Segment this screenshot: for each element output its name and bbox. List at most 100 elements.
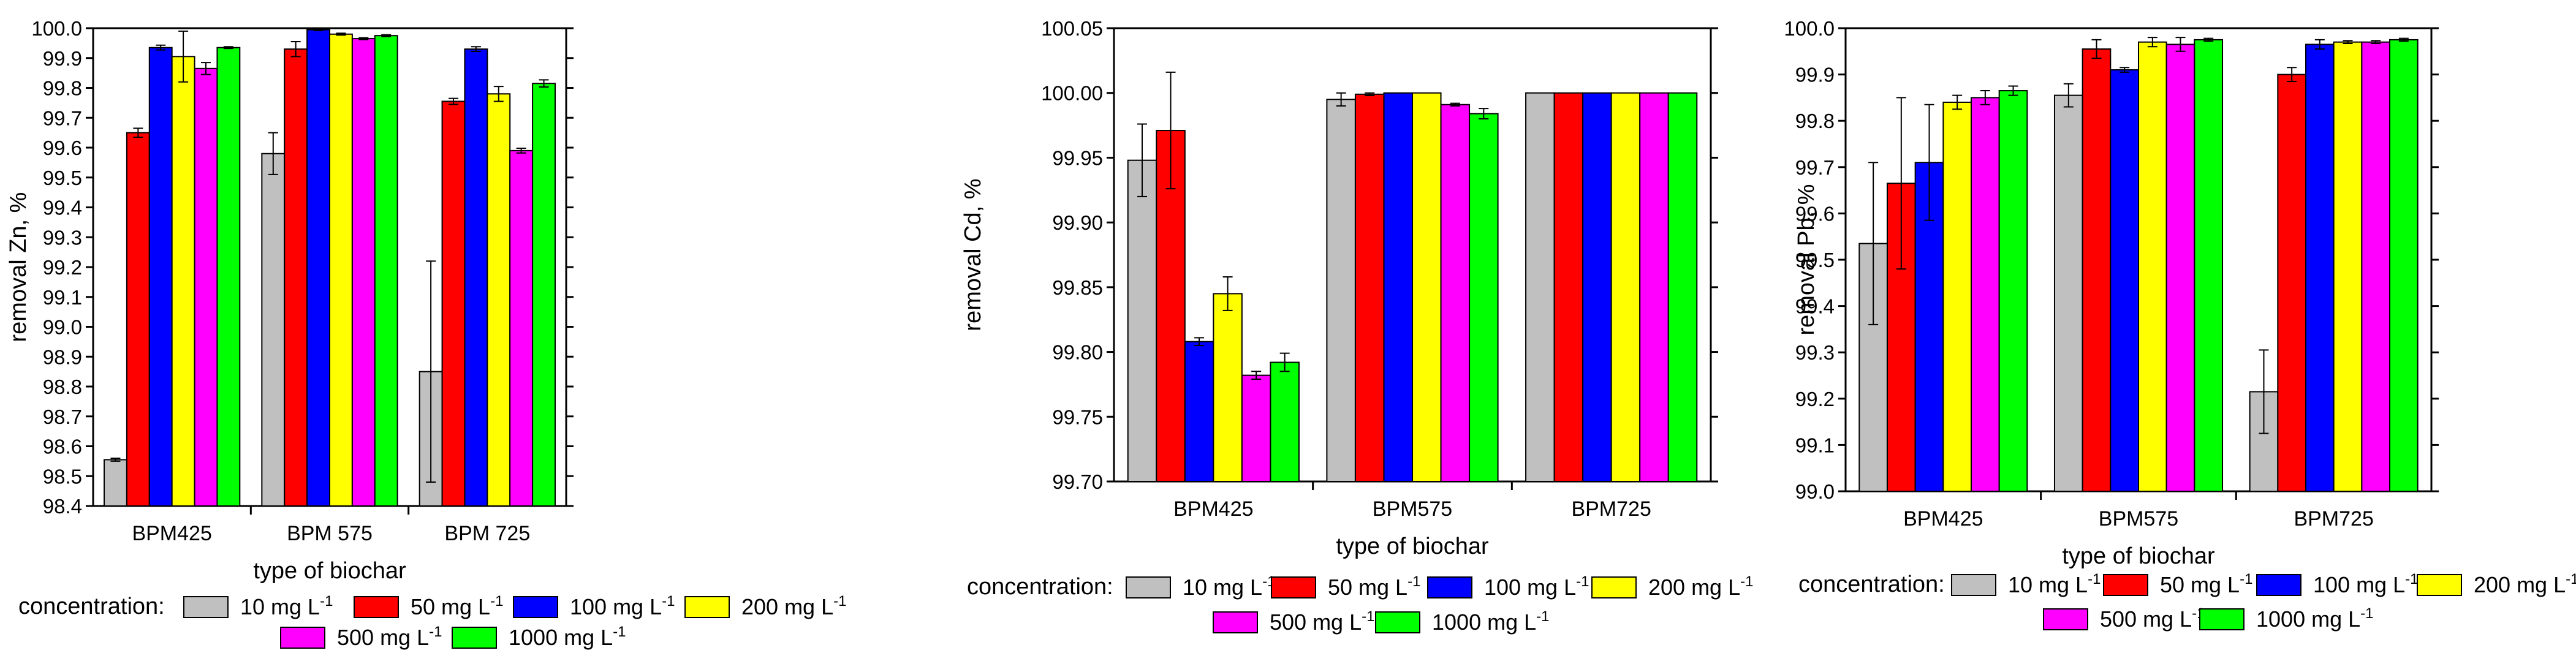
bar: [1525, 92, 1555, 482]
legend-label: 100 mg L-1: [1484, 573, 1589, 600]
legend-swatch: [280, 627, 325, 649]
y-tick-label: 99.3: [1795, 341, 1835, 364]
y-tick-label: 98.9: [43, 345, 82, 368]
y-tick-label: 98.4: [43, 495, 82, 518]
bar: [216, 47, 241, 507]
legend-swatch: [2043, 608, 2088, 630]
bar: [532, 83, 556, 507]
legend-swatch: [2417, 574, 2462, 596]
legend-swatch: [1427, 576, 1472, 598]
bar: [1667, 92, 1698, 482]
legend-label-text: 200 mg L: [741, 594, 833, 619]
bar: [1440, 104, 1471, 482]
legend-label-text: 10 mg L: [240, 594, 320, 619]
bar: [509, 149, 534, 507]
y-tick-label: 99.1: [1795, 434, 1835, 456]
legend-label-superscript: -1: [833, 593, 846, 610]
bar: [2053, 94, 2083, 492]
bar: [2138, 41, 2167, 493]
bar: [1184, 341, 1214, 483]
y-tick-label: 99.90: [1052, 211, 1103, 234]
bar: [1998, 90, 2028, 492]
bar: [126, 132, 150, 507]
legend-label-superscript: -1: [2240, 571, 2252, 587]
legend-label-superscript: -1: [320, 593, 333, 610]
bar: [329, 33, 353, 507]
bar: [351, 38, 376, 507]
bar: [1241, 374, 1271, 483]
bar: [284, 48, 308, 507]
legend-label: 1000 mg L-1: [2256, 605, 2373, 632]
x-tick-label: BPM425: [1903, 507, 1983, 530]
x-tick-label: BPM575: [2099, 507, 2178, 530]
bar: [2110, 69, 2140, 493]
legend-label-superscript: -1: [2566, 571, 2576, 587]
legend-label: 50 mg L-1: [411, 593, 503, 619]
y-tick-label: 99.70: [1052, 470, 1103, 493]
y-tick-label: 99.6: [1795, 202, 1835, 225]
legend-swatch: [1375, 611, 1420, 633]
x-axis-label: type of biochar: [253, 558, 406, 584]
legend-label: 100 mg L-1: [570, 593, 675, 619]
bar: [1582, 92, 1612, 482]
y-tick-label: 99.3: [43, 226, 82, 249]
legend-label: 200 mg L-1: [2474, 571, 2576, 597]
legend-label: 500 mg L-1: [2100, 605, 2205, 632]
legend-label-text: 1000 mg L: [2256, 606, 2360, 632]
legend-label-superscript: -1: [1362, 608, 1374, 625]
x-tick-label: BPM 575: [287, 522, 373, 545]
bar: [171, 56, 195, 507]
bar: [2361, 41, 2391, 493]
bar: [441, 100, 466, 507]
y-tick-label: 99.85: [1052, 276, 1103, 299]
bar: [1412, 92, 1442, 482]
bar: [1270, 361, 1300, 482]
bar: [1469, 113, 1499, 483]
legend-swatch: [1213, 611, 1258, 633]
legend-label-superscript: -1: [613, 624, 626, 640]
legend-label: 100 mg L-1: [2313, 571, 2418, 597]
legend-label-superscript: -1: [1576, 573, 1589, 590]
bar: [2305, 43, 2335, 492]
bar: [464, 48, 488, 507]
legend-label: 1000 mg L-1: [509, 624, 626, 650]
bar: [104, 459, 127, 507]
y-tick-label: 99.2: [43, 256, 82, 279]
legend-label-superscript: -1: [662, 593, 675, 610]
legend-swatch: [452, 627, 497, 649]
legend-swatch: [2103, 574, 2148, 596]
y-axis-label: removal Zn, %: [6, 192, 31, 342]
x-tick-label: BPM425: [132, 522, 211, 545]
bar: [1553, 92, 1584, 482]
legend-label-text: 10 mg L: [1183, 575, 1262, 600]
legend-label-superscript: -1: [1536, 608, 1549, 625]
x-tick-label: BPM575: [1373, 497, 1452, 521]
legend-swatch: [354, 596, 399, 618]
legend-label-text: 10 mg L: [2008, 572, 2088, 597]
legend-label-text: 50 mg L: [411, 594, 490, 619]
y-axis-label: removal Cd, %: [960, 178, 986, 331]
legend: concentration: 10 mg L-1 50 mg L-1 100 mg L…: [1798, 571, 2576, 632]
legend-label-text: 50 mg L: [2160, 572, 2240, 597]
legend-swatch: [1271, 576, 1316, 598]
x-tick-label: BPM 725: [444, 522, 530, 545]
bar: [374, 35, 398, 507]
chart-panel-1: 98.4 98.5 98.6 98.7 98.8 98.9 99.0 99.1 99.2 99.3…: [6, 17, 846, 650]
legend-title: concentration:: [1798, 572, 1945, 597]
bar: [194, 67, 218, 507]
legend-label-text: 200 mg L: [2474, 572, 2566, 597]
y-tick-label: 100.05: [1041, 17, 1103, 40]
legend-label: 10 mg L-1: [240, 593, 333, 619]
legend-label-text: 100 mg L: [2313, 572, 2405, 597]
legend-title: concentration:: [967, 574, 1113, 600]
y-tick-label: 99.4: [1795, 295, 1835, 318]
legend-label: 50 mg L-1: [1328, 573, 1420, 600]
legend-label: 200 mg L-1: [741, 593, 846, 619]
legend-label-superscript: -1: [1740, 573, 1753, 590]
legend-swatch: [1126, 576, 1171, 598]
bar: [1942, 101, 1972, 492]
y-axis-label: removal Pb, %: [1794, 184, 1819, 335]
y-tick-label: 99.7: [43, 107, 82, 129]
y-tick-label: 99.9: [1795, 64, 1835, 86]
bar: [2277, 74, 2306, 493]
